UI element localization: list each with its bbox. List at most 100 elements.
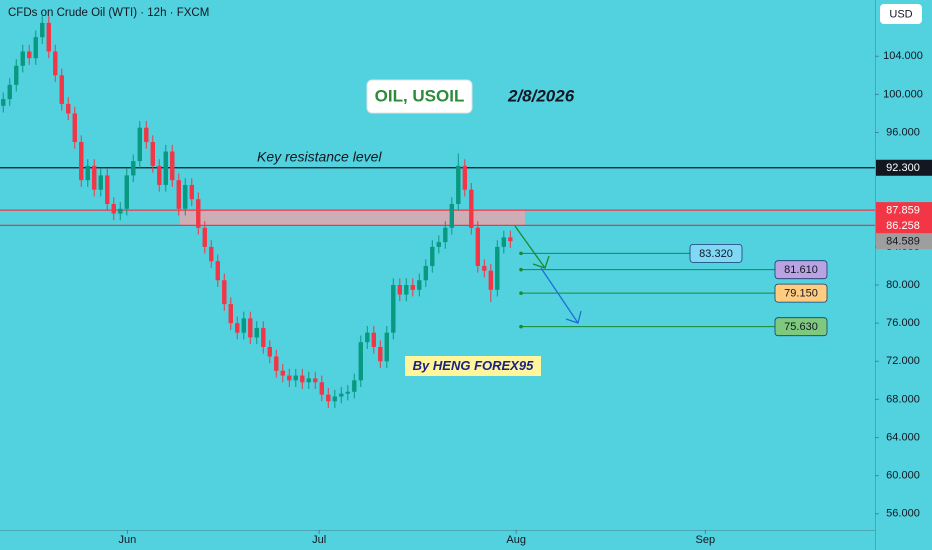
author-box <box>405 356 541 376</box>
arrow-green-head <box>532 255 550 269</box>
candle-body <box>150 142 155 166</box>
y-tick-label: 100.000 <box>883 88 923 100</box>
x-tick-label: Jun <box>119 534 137 546</box>
candle-body <box>339 393 344 397</box>
candle-body <box>462 165 468 190</box>
candle-body <box>313 378 318 383</box>
symbol-label: OIL, USOIL <box>375 86 465 105</box>
candle-body <box>319 382 324 395</box>
candle-body <box>443 227 448 243</box>
y-tick-label: 64.000 <box>886 431 920 443</box>
target-dot <box>519 291 523 295</box>
currency-label[interactable]: USD <box>889 8 912 20</box>
candle-body <box>59 75 64 104</box>
y-tick-label: 96.000 <box>886 126 920 138</box>
candle-body <box>33 37 38 59</box>
target-box <box>689 243 743 263</box>
target-label: 75.630 <box>784 321 818 333</box>
line-layer <box>0 167 875 227</box>
candle-body <box>228 304 233 324</box>
candle-body <box>300 375 305 383</box>
candle-body <box>469 189 474 228</box>
candle-body <box>280 370 285 376</box>
x-tick-label: Jul <box>312 534 326 546</box>
x-tick-label: Sep <box>696 534 716 546</box>
target-dot <box>519 267 523 272</box>
candle-body <box>222 280 227 305</box>
level-price-box <box>876 159 932 176</box>
candle-layer <box>1 16 513 408</box>
candle-body <box>202 227 207 247</box>
candle-body <box>267 346 272 357</box>
resistance-zone <box>180 210 525 226</box>
candle-body <box>417 280 422 290</box>
candle-body <box>118 208 123 214</box>
candle-body <box>14 65 19 85</box>
y-tick-label: 60.000 <box>886 470 920 482</box>
candle-body <box>98 175 103 190</box>
y-tick-label: 56.000 <box>886 508 920 520</box>
candle-body <box>501 237 507 247</box>
candle-body <box>332 396 337 402</box>
candle-body <box>105 175 110 204</box>
symbol-box <box>366 79 473 114</box>
candle-body <box>215 261 220 281</box>
candle-body <box>27 51 32 59</box>
candle-body <box>46 22 51 52</box>
level-price-label: 92.300 <box>886 162 920 174</box>
y-tick-label: 72.000 <box>886 355 920 367</box>
candle-body <box>495 246 500 290</box>
candle-body <box>254 327 259 338</box>
candle-body <box>274 356 279 371</box>
candle-body <box>209 246 214 262</box>
target-label: 79.150 <box>784 288 818 300</box>
candle-body <box>53 51 58 76</box>
y-tick-label: 80.000 <box>886 279 920 291</box>
candle-body <box>326 394 331 402</box>
candle-body <box>410 285 415 290</box>
candle-body <box>352 380 357 392</box>
author-label: By HENG FOREX95 <box>413 358 534 373</box>
target-label: 81.610 <box>784 264 818 276</box>
y-tick-label: 68.000 <box>886 393 920 405</box>
candle-body <box>20 51 25 66</box>
level-price-label: 84.589 <box>886 236 920 248</box>
candle-body <box>111 203 116 214</box>
candle-body <box>449 203 455 228</box>
candle-body <box>183 184 188 209</box>
candle-body <box>345 391 350 394</box>
candle-body <box>365 332 370 343</box>
arrow-green <box>514 225 546 269</box>
candle-body <box>176 180 181 209</box>
candle-body <box>404 285 409 295</box>
candle-body <box>287 375 292 381</box>
candle-body <box>371 332 376 347</box>
level-price-label: 87.859 <box>886 205 920 217</box>
currency-box[interactable] <box>880 4 922 24</box>
level-price-box <box>876 233 932 250</box>
candle-body <box>40 22 45 38</box>
target-layer: 83.320 81.610 79.150 75.630 <box>519 243 828 337</box>
candle-body <box>1 99 6 106</box>
chart-title: CFDs on Crude Oil (WTI) · 12h · FXCM <box>8 7 209 19</box>
candle-body <box>66 103 71 114</box>
candle-body <box>384 332 389 362</box>
target-box <box>774 283 828 303</box>
target-dot <box>519 324 523 329</box>
candle-body <box>456 165 461 204</box>
candle-body <box>248 318 253 338</box>
x-tick-label: Aug <box>506 534 526 546</box>
level-price-box <box>876 217 932 234</box>
y-tick-label: 76.000 <box>886 317 920 329</box>
level-price-box <box>876 202 932 219</box>
projection-arrows <box>514 225 582 324</box>
candle-body <box>508 237 513 242</box>
target-dot <box>519 251 523 256</box>
candle-body <box>85 165 90 181</box>
candle-body <box>306 378 311 383</box>
arrow-blue-head <box>565 310 582 324</box>
candle-body <box>157 165 162 185</box>
candle-body <box>482 265 487 271</box>
candle-body <box>378 346 383 362</box>
